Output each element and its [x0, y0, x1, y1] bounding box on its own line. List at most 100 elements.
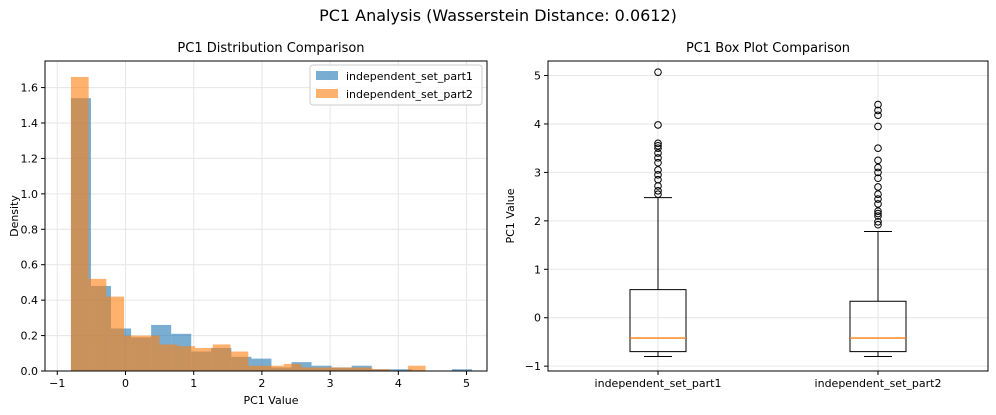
- boxplot-flier: [874, 100, 882, 109]
- boxplot-flier: [874, 190, 882, 199]
- histogram-x-tick-label: −1: [49, 377, 65, 390]
- histogram-x-tick-label: 0: [122, 377, 129, 390]
- boxplot-flier: [654, 154, 662, 162]
- boxplot-flier: [874, 111, 882, 120]
- boxplot-y-tick-label: 4: [534, 118, 541, 131]
- histogram-bars: [70, 76, 472, 371]
- boxplot-y-axis-label: PC1 Value: [504, 188, 517, 243]
- boxplot-box: [849, 300, 907, 353]
- boxplot-series-2: [849, 100, 907, 357]
- legend-label-part2: independent_set_part2: [346, 88, 473, 101]
- histogram-bar-part2: [248, 365, 266, 371]
- boxplot-panel: PC1 Box Plot Comparison independent_set_…: [504, 41, 989, 390]
- boxplot-flier: [654, 182, 662, 190]
- boxplot-y-tick-label: 0: [534, 312, 541, 325]
- histogram-x-tick-label: 3: [327, 377, 334, 390]
- boxplot-x-tick-label: independent_set_part1: [595, 377, 722, 390]
- histogram-y-ticks: 0.0 0.2 0.4 0.6 0.8 1.0 1.2 1.4 1.6: [21, 82, 45, 378]
- boxplot-axes-frame: [547, 60, 989, 372]
- histogram-y-axis-label: Density: [8, 195, 21, 237]
- boxplot-flier: [654, 187, 662, 195]
- histogram-bar-part2: [195, 347, 213, 371]
- boxplot-y-tick-label: 2: [534, 215, 541, 228]
- histogram-y-tick-label: 1.4: [21, 117, 39, 130]
- histogram-y-tick-label: 1.6: [21, 82, 39, 95]
- histogram-bar-part2: [124, 335, 142, 371]
- boxplot-y-tick-label: −1: [525, 360, 541, 373]
- histogram-bar-part1: [451, 369, 472, 371]
- boxplot-flier: [874, 207, 882, 215]
- histogram-bar-part2: [159, 344, 178, 371]
- histogram-bar-part2: [283, 363, 302, 371]
- histogram-bar-part2: [372, 369, 391, 371]
- boxplot-flier: [874, 212, 882, 220]
- boxplot-flier: [874, 144, 882, 152]
- histogram-axes-frame: [44, 60, 488, 372]
- boxplot-flier: [874, 174, 882, 183]
- boxplot-y-ticks: −1 0 1 2 3 4 5: [525, 70, 548, 373]
- boxplot-y-tick-label: 1: [534, 263, 541, 276]
- boxplot-flier: [874, 122, 882, 131]
- histogram-title: PC1 Distribution Comparison: [177, 41, 364, 56]
- histogram-bar-part2: [177, 346, 196, 371]
- histogram-bar-part2: [212, 344, 231, 371]
- histogram-y-tick-label: 1.0: [21, 188, 39, 201]
- histogram-bar-part2: [319, 367, 337, 371]
- boxplot-flier: [874, 106, 882, 115]
- histogram-bar-part2: [106, 296, 125, 371]
- boxplot-flier: [874, 200, 882, 208]
- boxplot-flier: [874, 209, 882, 218]
- histogram-y-tick-label: 0.8: [21, 223, 39, 236]
- histogram-bar-part2: [141, 335, 160, 371]
- boxplot-marks: [629, 68, 907, 357]
- histogram-x-tick-label: 2: [258, 377, 265, 390]
- histogram-bar-part1: [391, 369, 412, 371]
- boxplot-box: [629, 289, 687, 353]
- boxplot-x-ticks: independent_set_part1 independent_set_par…: [595, 371, 942, 390]
- boxplot-flier: [654, 68, 662, 76]
- histogram-bar-part2: [70, 76, 89, 371]
- boxplot-flier: [654, 121, 662, 129]
- boxplot-series-1: [629, 68, 687, 357]
- boxplot-flier: [654, 166, 662, 174]
- histogram-bar-part2: [354, 367, 373, 371]
- boxplot-flier: [874, 156, 882, 165]
- histogram-x-ticks: −1 0 1 2 3 4 5: [49, 371, 470, 390]
- histogram-bar-part1: [291, 362, 312, 371]
- legend-swatch-part2: [316, 89, 338, 98]
- histogram-bar-part2: [230, 351, 249, 371]
- boxplot-grid: [548, 61, 988, 371]
- histogram-panel: PC1 Distribution Comparison −1 0 1 2 3 4 5 0.0…: [8, 41, 488, 407]
- histogram-y-tick-label: 0.0: [21, 365, 39, 378]
- histogram-bar-part2: [266, 365, 284, 371]
- histogram-x-tick-label: 4: [395, 377, 402, 390]
- boxplot-flier: [654, 190, 662, 199]
- boxplot-flier: [654, 149, 662, 157]
- histogram-x-axis-label: PC1 Value: [243, 394, 298, 407]
- boxplot-flier: [654, 171, 662, 179]
- boxplot-flier: [874, 183, 882, 191]
- histogram-y-tick-label: 1.2: [21, 152, 39, 165]
- histogram-bar-part2: [407, 365, 426, 371]
- histogram-y-tick-label: 0.2: [21, 330, 39, 343]
- histogram-y-tick-label: 0.4: [21, 294, 39, 307]
- boxplot-flier: [654, 158, 662, 167]
- histogram-legend: independent_set_part1 independent_set_pa…: [309, 64, 483, 106]
- legend-frame: [309, 64, 483, 106]
- histogram-y-tick-label: 0.6: [21, 259, 39, 272]
- histogram-bar-part2: [88, 278, 107, 371]
- histogram-bar-part2: [336, 367, 355, 371]
- boxplot-flier: [654, 144, 662, 152]
- boxplot-flier: [874, 220, 882, 229]
- boxplot-flier: [654, 141, 662, 150]
- figure-suptitle: PC1 Analysis (Wasserstein Distance: 0.06…: [319, 6, 677, 25]
- histogram-x-tick-label: 5: [463, 377, 470, 390]
- boxplot-y-tick-label: 5: [534, 70, 541, 83]
- boxplot-flier: [874, 218, 882, 226]
- boxplot-title: PC1 Box Plot Comparison: [686, 41, 850, 56]
- boxplot-y-tick-label: 3: [534, 166, 541, 179]
- boxplot-flier: [874, 168, 882, 177]
- boxplot-x-tick-label: independent_set_part2: [815, 377, 942, 390]
- histogram-x-tick-label: 1: [190, 377, 197, 390]
